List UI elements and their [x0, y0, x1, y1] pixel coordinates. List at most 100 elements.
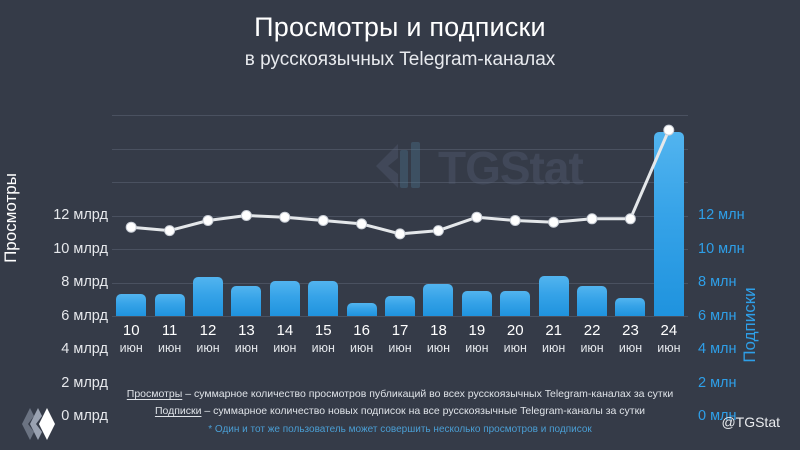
bar-slot [458, 115, 496, 316]
chart-container: Просмотры Подписки 12 млрд 10 млрд 8 млрд 6… [0, 100, 800, 424]
x-axis-month: июн [273, 341, 297, 356]
line-point-23[interactable]: 23 июн: 5.8 млрд [624, 213, 636, 225]
x-axis-day: 13 [238, 322, 255, 339]
footer-desc-subs: – суммарное количество новых подписок на… [201, 405, 646, 417]
x-axis-label-19: 19 июн [458, 322, 496, 358]
x-axis-month: июн [234, 341, 259, 356]
footer-desc-views: – суммарное количество просмотров публик… [182, 388, 674, 400]
line-point-10[interactable]: 10 июн: 5.3 млрд [125, 221, 137, 233]
x-axis-label-17: 17 июн [381, 322, 419, 358]
bar-17[interactable] [385, 295, 416, 316]
line-point-14[interactable]: 14 июн: 5.9 млрд [279, 211, 291, 223]
bar-16[interactable] [346, 302, 377, 316]
y-axis-left-tick: 8 млрд [61, 274, 108, 290]
x-axis-label-21: 21 июн [534, 322, 572, 358]
bar-slot [150, 115, 188, 316]
x-axis-month: июн [119, 341, 143, 356]
bar-19[interactable] [461, 290, 492, 316]
y-axis-right-tick: 12 млн [698, 207, 745, 223]
x-axis-day: 11 [161, 322, 178, 339]
x-axis-month: июн [542, 341, 566, 356]
line-point-11[interactable]: 11 июн: 5.1 млрд [164, 225, 176, 237]
bar-10[interactable] [116, 294, 147, 316]
bar-slot [342, 115, 380, 316]
y-axis-right-tick: 8 млн [698, 274, 737, 290]
line-point-12[interactable]: 12 июн: 5.7 млрд [202, 215, 214, 226]
page-title: Просмотры и подписки [254, 12, 546, 42]
x-axis-month: июн [350, 341, 374, 356]
x-axis-day: 16 [353, 322, 370, 339]
y-axis-right-tick: 2 млн [698, 374, 737, 391]
x-axis-month: июн [196, 341, 220, 356]
bar-slot [112, 115, 150, 316]
x-axis-day: 20 [506, 322, 524, 339]
page-subtitle: в русскоязычных Telegram-каналах [244, 49, 556, 71]
x-axis-label-23: 23 июн [611, 322, 649, 358]
y-axis-left-tick: 0 млрд [61, 408, 108, 424]
y-axis-right-tick: 4 млн [698, 341, 737, 357]
bar-24[interactable] [653, 131, 684, 316]
footer-term-views: Просмотры [126, 388, 183, 400]
bar-22[interactable] [577, 285, 608, 316]
bar-slot [189, 115, 227, 316]
bar-series [112, 115, 688, 316]
x-axis-month: июн [157, 341, 182, 356]
x-axis-label-10: 10 июн [112, 322, 150, 358]
bar-slot [611, 115, 649, 316]
bar-18[interactable] [423, 284, 454, 316]
line-point-20[interactable]: 20 июн: 5.7 млрд [509, 215, 521, 226]
x-axis-month: июн [618, 341, 643, 356]
line-point-17[interactable]: 17 июн: 4.9 млрд [394, 228, 406, 240]
brand-logo-icon [18, 406, 56, 442]
line-point-13[interactable]: 13 июн: 6 млрд [240, 210, 252, 221]
line-point-18[interactable]: 18 июн: 5.1 млрд [432, 225, 444, 237]
x-axis-month: июн [503, 341, 527, 356]
x-axis-label-24: 24 июн [650, 322, 688, 358]
plot-area: TGStat 10 июн: 5.3 млрд11 июн: 5.1 млрд1… [112, 115, 688, 317]
x-axis-day: 10 [122, 322, 140, 339]
x-axis-day: 15 [314, 322, 332, 339]
brand-handle: @TGStat [721, 414, 780, 430]
gridline [112, 282, 688, 284]
line-point-24[interactable]: 24 июн: 11.1 млрд [663, 124, 675, 136]
line-point-22[interactable]: 22 июн: 5.8 млрд [586, 213, 598, 225]
x-axis-day: 23 [622, 322, 639, 339]
x-axis-label-22: 22 июн [573, 322, 611, 358]
x-axis-month: июн [657, 341, 681, 356]
x-axis-day: 24 [660, 322, 678, 339]
chart-footer: Просмотры – суммарное количество просмот… [0, 386, 800, 439]
x-axis-month: июн [426, 341, 451, 356]
footer-term-subs: Подписки [154, 405, 202, 417]
bar-slot [304, 115, 342, 316]
bar-21[interactable] [538, 275, 569, 316]
y-axis-left-tick: 6 млрд [61, 307, 108, 324]
bar-20[interactable] [500, 290, 531, 316]
bar-13[interactable] [231, 285, 262, 316]
chart-header: Просмотры и подписки в русскоязычных Tel… [0, 0, 800, 71]
x-axis-labels: 10 июн 11 июн 12 июн 13 июн 14 июн 15 июн 16 июн 17 июн… [112, 322, 688, 358]
y-axis-left-tick: 4 млрд [61, 341, 108, 357]
gridline [112, 249, 688, 250]
bar-15[interactable] [308, 280, 339, 316]
line-point-15[interactable]: 15 июн: 5.7 млрд [317, 215, 329, 226]
x-axis-month: июн [580, 341, 604, 356]
x-axis-month: июн [388, 341, 412, 356]
x-axis-day: 22 [583, 322, 601, 339]
x-axis-label-20: 20 июн [496, 322, 534, 358]
bar-23[interactable] [615, 297, 646, 316]
gridline [112, 148, 688, 150]
line-point-19[interactable]: 19 июн: 5.9 млрд [471, 211, 483, 223]
bar-slot [227, 115, 265, 316]
bar-11[interactable] [154, 294, 185, 316]
x-axis-label-15: 15 июн [304, 322, 342, 358]
x-axis-label-12: 12 июн [189, 322, 227, 358]
line-series: 10 июн: 5.3 млрд 11 июн: 5.1 млрд 12 июн: … [125, 124, 675, 240]
bar-slot [573, 115, 611, 316]
line-point-21[interactable]: 21 июн: 5.6 млрд [548, 216, 560, 228]
gridline [112, 215, 688, 217]
x-axis-month: июн [465, 341, 489, 356]
line-point-16[interactable]: 16 июн: 5.5 млрд [356, 218, 368, 230]
gridline [112, 316, 688, 317]
bar-12[interactable] [193, 277, 224, 316]
bar-14[interactable] [269, 280, 300, 316]
